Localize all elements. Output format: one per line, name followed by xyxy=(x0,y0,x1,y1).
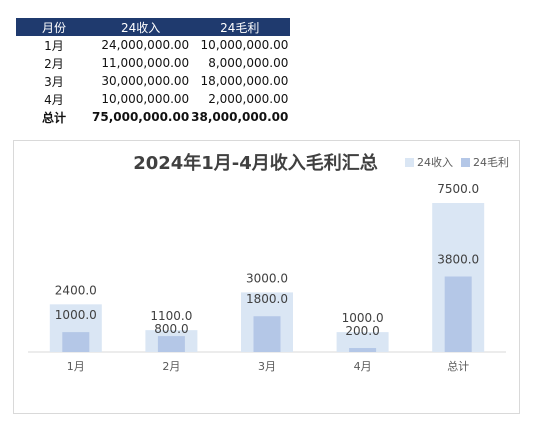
cell-month[interactable]: 4月 xyxy=(44,92,64,107)
table-row: 3月 30,000,000.00 18,000,000.00 xyxy=(16,72,290,90)
table-header-row: 月份 24收入 24毛利 xyxy=(16,18,291,36)
bar-profit[interactable] xyxy=(444,276,472,352)
x-tick-label: 2月 xyxy=(162,360,180,373)
bar-profit[interactable] xyxy=(157,336,185,352)
legend-label-revenue: 24收入 xyxy=(417,156,453,169)
x-tick-label: 总计 xyxy=(447,359,469,373)
header-revenue[interactable]: 24收入 xyxy=(92,18,192,36)
cell-profit[interactable]: 10,000,000.00 xyxy=(200,38,289,52)
x-tick-label: 3月 xyxy=(258,360,276,373)
cell-month[interactable]: 2月 xyxy=(44,56,64,71)
data-label-revenue: 2400.0 xyxy=(55,283,97,297)
cell-revenue[interactable]: 24,000,000.00 xyxy=(101,38,190,52)
data-label-profit: 1800.0 xyxy=(246,292,288,306)
legend-swatch-revenue xyxy=(405,157,414,167)
data-label-revenue: 1000.0 xyxy=(342,311,384,325)
header-month[interactable]: 月份 xyxy=(16,18,92,36)
x-tick-label: 4月 xyxy=(354,360,372,373)
cell-revenue[interactable]: 11,000,000.00 xyxy=(101,56,190,70)
chart-area[interactable]: 2024年1月-4月收入毛利汇总 24收入 24毛利 2400.0 1000.0 1… xyxy=(13,140,520,414)
data-label-revenue: 1100.0 xyxy=(150,309,192,323)
data-label-revenue: 3000.0 xyxy=(246,271,288,285)
header-profit[interactable]: 24毛利 xyxy=(191,18,291,36)
legend-swatch-profit xyxy=(461,157,470,167)
cell-profit[interactable]: 18,000,000.00 xyxy=(200,74,289,88)
cell-total-profit[interactable]: 38,000,000.00 xyxy=(191,110,289,124)
data-label-revenue: 7500.0 xyxy=(437,182,479,196)
bar-profit[interactable] xyxy=(62,332,90,352)
bar-profit[interactable] xyxy=(349,348,377,352)
table-row: 4月 10,000,000.00 2,000,000.00 xyxy=(16,90,290,108)
table-row: 1月 24,000,000.00 10,000,000.00 xyxy=(16,36,290,54)
cell-total-label[interactable]: 总计 xyxy=(41,110,66,125)
data-label-profit: 1000.0 xyxy=(55,308,97,322)
cell-total-revenue[interactable]: 75,000,000.00 xyxy=(92,110,190,124)
legend-label-profit: 24毛利 xyxy=(473,156,509,169)
x-tick-label: 1月 xyxy=(67,360,85,373)
bar-profit[interactable] xyxy=(253,316,281,352)
cell-profit[interactable]: 8,000,000.00 xyxy=(208,56,289,70)
data-label-profit: 200.0 xyxy=(345,324,379,338)
chart-title[interactable]: 2024年1月-4月收入毛利汇总 xyxy=(133,153,378,174)
cell-revenue[interactable]: 30,000,000.00 xyxy=(101,74,190,88)
legend-item-profit: 24毛利 xyxy=(461,154,509,170)
data-label-profit: 3800.0 xyxy=(437,253,479,267)
table-row: 2月 11,000,000.00 8,000,000.00 xyxy=(16,54,290,72)
cell-profit[interactable]: 2,000,000.00 xyxy=(208,92,289,106)
chart-legend[interactable]: 24收入 24毛利 xyxy=(405,154,509,170)
table-total-row: 总计 75,000,000.00 38,000,000.00 xyxy=(16,108,290,126)
revenue-profit-table: 月份 24收入 24毛利 1月 24,000,000.00 10,000,000… xyxy=(16,18,291,126)
legend-item-revenue: 24收入 xyxy=(405,154,453,170)
cell-month[interactable]: 3月 xyxy=(44,74,64,89)
cell-revenue[interactable]: 10,000,000.00 xyxy=(101,92,190,106)
data-label-profit: 800.0 xyxy=(154,322,188,336)
bar-revenue[interactable] xyxy=(336,332,389,352)
cell-month[interactable]: 1月 xyxy=(44,38,64,53)
